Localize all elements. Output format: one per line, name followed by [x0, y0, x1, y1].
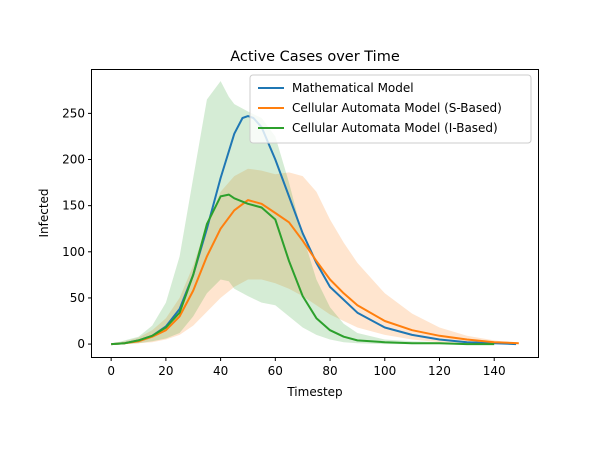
y-tick-label: 0	[77, 337, 85, 351]
y-tick-label: 250	[62, 106, 85, 120]
x-tick-label: 60	[268, 364, 283, 378]
y-tick-label: 150	[62, 199, 85, 213]
series-2-band	[111, 81, 495, 345]
legend-label: Cellular Automata Model (I-Based)	[292, 121, 498, 135]
y-axis-label: Infected	[37, 188, 51, 237]
x-axis-label: Timestep	[286, 385, 342, 399]
legend-box	[249, 74, 532, 144]
chart-title: Active Cases over Time	[230, 49, 400, 65]
x-tick-label: 20	[158, 364, 173, 378]
series-2-line	[111, 193, 495, 346]
legend-label: Cellular Automata Model (S-Based)	[292, 101, 502, 115]
x-tick-label: 0	[107, 364, 115, 378]
legend: Mathematical Model Cellular Automata Mode…	[249, 74, 532, 144]
y-tick-label: 50	[70, 291, 85, 305]
y-axis: 0 50 100 150 200 250	[62, 106, 92, 351]
x-tick-label: 100	[373, 364, 396, 378]
y-tick-label: 200	[62, 153, 85, 167]
x-tick-label: 40	[213, 364, 228, 378]
series-1-line	[111, 199, 519, 346]
plot-frame	[91, 69, 539, 358]
legend-label: Mathematical Model	[292, 81, 414, 95]
x-tick-label: 140	[483, 364, 506, 378]
x-tick-label: 80	[322, 364, 337, 378]
y-tick-label: 100	[62, 245, 85, 259]
x-tick-label: 120	[428, 364, 451, 378]
x-axis: 0 20 40 60 80 100 120 140	[107, 357, 506, 378]
